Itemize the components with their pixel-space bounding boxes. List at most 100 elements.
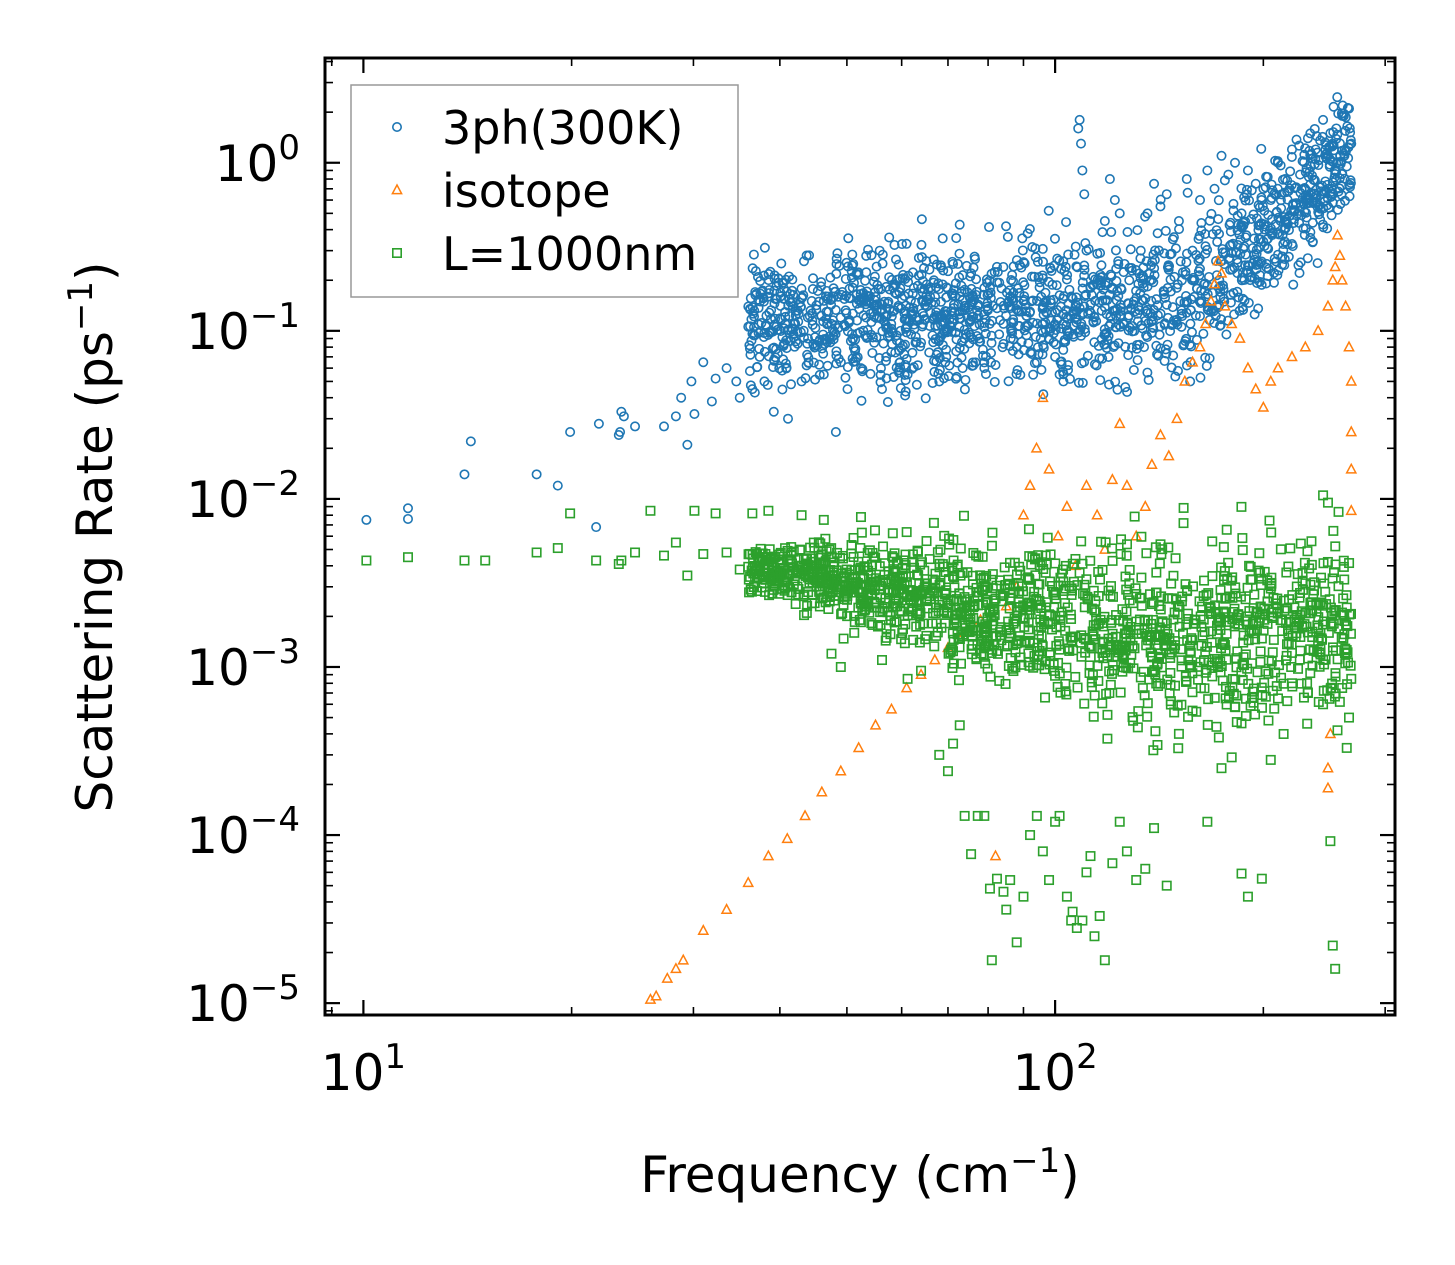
series-1-point xyxy=(1178,340,1189,351)
series-3-point xyxy=(918,585,929,596)
series-1-point xyxy=(998,338,1009,349)
series-1-point xyxy=(853,295,864,306)
series-1-point xyxy=(912,280,923,291)
series-1-point xyxy=(1082,350,1093,361)
series-3-point xyxy=(1255,646,1266,657)
series-1-point xyxy=(1176,305,1187,316)
series-1-point xyxy=(1193,266,1204,277)
series-1-point xyxy=(1279,215,1290,226)
series-2-point xyxy=(1343,340,1355,352)
series-3-point xyxy=(1011,610,1022,621)
series-1-point xyxy=(876,298,887,309)
series-3-point xyxy=(1100,647,1111,658)
series-3-point xyxy=(1055,621,1066,632)
series-2-point xyxy=(670,962,682,974)
series-1-point xyxy=(1076,138,1087,149)
series-3-point xyxy=(1150,726,1161,737)
series-1-point xyxy=(1079,264,1090,275)
series-2-point xyxy=(1194,340,1206,352)
series-3-point xyxy=(402,552,413,563)
series-3-point xyxy=(1045,649,1056,660)
series-1-point xyxy=(1078,301,1089,312)
series-3-point xyxy=(1107,555,1118,566)
series-1-point xyxy=(900,390,911,401)
series-1-point xyxy=(1128,299,1139,310)
series-1-point xyxy=(799,256,810,267)
series-1-point xyxy=(989,376,1000,387)
series-1-point xyxy=(1256,195,1267,206)
series-1-point xyxy=(698,357,709,368)
series-3-point xyxy=(966,849,977,860)
series-1-point xyxy=(1142,367,1153,378)
series-1-point xyxy=(803,333,814,344)
series-1-point xyxy=(926,298,937,309)
series-3-point xyxy=(848,532,859,543)
series-3-point xyxy=(1147,666,1158,677)
series-3-point xyxy=(756,582,767,593)
series-3-point xyxy=(911,596,922,607)
series-1-point xyxy=(1236,275,1247,286)
series-3-point xyxy=(459,555,470,566)
series-1-point xyxy=(896,239,907,250)
series-1-point xyxy=(1190,310,1201,321)
series-3-point xyxy=(616,555,627,566)
series-3-point xyxy=(785,568,796,579)
series-3-point xyxy=(1017,581,1028,592)
series-1-point xyxy=(465,436,476,447)
series-1-point xyxy=(882,397,893,408)
series-1-point xyxy=(1228,198,1239,209)
series-1-point xyxy=(764,307,775,318)
series-3-point xyxy=(1318,558,1329,569)
series-3-point xyxy=(1215,585,1226,596)
series-1-point xyxy=(745,380,756,391)
series-1-point xyxy=(941,351,952,362)
series-3-point xyxy=(1316,633,1327,644)
series-3-point xyxy=(1250,634,1261,645)
series-1-point xyxy=(972,305,983,316)
series-1-point xyxy=(916,239,927,250)
series-3-point xyxy=(1042,532,1053,543)
series-3-point xyxy=(896,606,907,617)
series-3-point xyxy=(1326,621,1337,632)
series-3-point xyxy=(866,618,877,629)
series-2-point xyxy=(1336,273,1349,285)
series-1-point xyxy=(1219,175,1230,186)
series-3-point xyxy=(1285,543,1296,554)
series-1-point xyxy=(974,319,985,330)
series-1-point xyxy=(959,384,970,395)
series-3-point xyxy=(1236,501,1247,512)
series-3-point xyxy=(1286,647,1297,658)
series-1-point xyxy=(916,214,927,225)
series-1-point xyxy=(1024,307,1035,318)
series-3-point xyxy=(935,578,946,589)
series-1-point xyxy=(1033,272,1044,283)
series-1-point xyxy=(1334,183,1345,194)
series-1-point xyxy=(890,254,901,265)
series-1-point xyxy=(1160,292,1171,303)
series-3-point xyxy=(995,630,1006,641)
series-3-point xyxy=(1141,640,1152,651)
series-1-point xyxy=(1038,389,1049,400)
series-1-point xyxy=(1017,233,1028,244)
series-1-point xyxy=(1034,282,1045,293)
series-3-point xyxy=(1302,718,1313,729)
series-3-point xyxy=(1121,550,1132,561)
series-1-point xyxy=(957,270,968,281)
series-1-point xyxy=(1049,233,1060,244)
series-1-point xyxy=(1287,241,1298,252)
series-2-point xyxy=(1146,458,1158,469)
series-1-point xyxy=(1180,291,1191,302)
series-1-point xyxy=(1020,299,1031,310)
series-3-point xyxy=(1205,606,1216,617)
series-3-point xyxy=(1244,606,1255,617)
series-1-point xyxy=(1312,258,1323,269)
series-1-point xyxy=(807,284,818,295)
series-1-point xyxy=(1216,150,1227,161)
series-1-point xyxy=(853,267,864,278)
series-3-point xyxy=(1178,502,1189,513)
series-1-point xyxy=(819,334,830,345)
y-tick-label: 10−4 xyxy=(186,800,300,865)
series-3-point xyxy=(1263,668,1274,679)
series-2-point xyxy=(1017,508,1030,520)
series-3-point xyxy=(645,505,656,516)
